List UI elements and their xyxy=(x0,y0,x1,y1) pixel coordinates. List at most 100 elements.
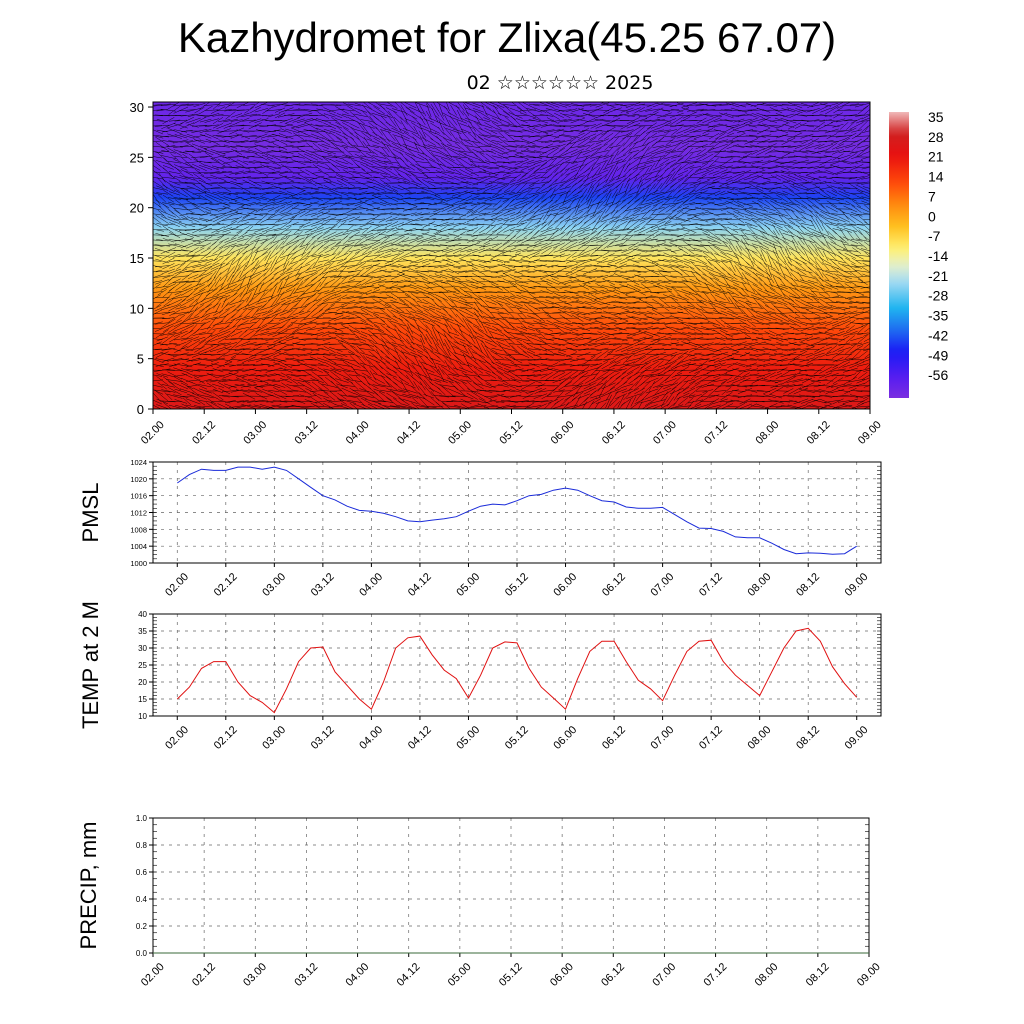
x-tick-label: 07.00 xyxy=(651,419,679,447)
y-tick-label: 1000 xyxy=(130,559,147,568)
pmsl-panel: 1000 1004 1008 1012 1016 1020 1024 02.00 02.12 03… xyxy=(78,458,882,599)
x-tick-label: 08.12 xyxy=(794,724,822,752)
x-tick-label: 03.00 xyxy=(241,419,269,447)
chart-title: Kazhydromet for Zlixa(45.25 67.07) xyxy=(177,14,837,61)
x-tick-label: 05.00 xyxy=(446,961,474,989)
x-tick-label: 03.12 xyxy=(309,571,337,599)
x-tick-label: 08.12 xyxy=(794,571,822,599)
x-tick-label: 04.00 xyxy=(357,571,385,599)
colorbar-label: -42 xyxy=(928,327,948,343)
x-tick-label: 08.12 xyxy=(805,419,833,447)
colorbar-label: 0 xyxy=(928,208,936,224)
x-tick-label: 04.00 xyxy=(343,961,371,989)
x-tick-label: 04.12 xyxy=(395,961,423,989)
x-tick-label: 02.00 xyxy=(163,571,191,599)
x-tick-label: 08.00 xyxy=(753,961,781,989)
x-tick-label: 06.00 xyxy=(551,724,579,752)
x-tick-label: 04.12 xyxy=(406,724,434,752)
x-tick-label: 03.12 xyxy=(293,419,321,447)
pmsl-series-line xyxy=(177,466,857,555)
x-tick-label: 05.12 xyxy=(503,724,531,752)
y-tick-label: 1.0 xyxy=(136,814,148,823)
colorbar-label: -35 xyxy=(928,308,948,324)
x-tick-label: 07.12 xyxy=(697,724,725,752)
x-tick-label: 02.00 xyxy=(139,419,167,447)
y-tick-label: 0.4 xyxy=(136,895,148,904)
y-tick-label: 25 xyxy=(138,661,147,670)
x-tick-label: 05.12 xyxy=(503,571,531,599)
x-tick-label: 06.12 xyxy=(599,961,627,989)
colorbar-label: 35 xyxy=(928,109,944,125)
x-tick-label: 06.12 xyxy=(600,571,628,599)
y-tick-label: 20 xyxy=(130,201,144,216)
x-tick-label: 02.12 xyxy=(190,419,218,447)
chart-subtitle: 02 ☆☆☆☆☆☆ 2025 xyxy=(466,72,654,94)
wind-vectors xyxy=(153,102,870,409)
y-tick-label: 5 xyxy=(137,352,144,367)
y-tick-label: 10 xyxy=(138,712,147,721)
y-tick-label: 0.2 xyxy=(136,922,148,931)
x-tick-label: 03.12 xyxy=(292,961,320,989)
x-tick-label: 02.12 xyxy=(190,961,218,989)
y-tick-label: 1024 xyxy=(130,458,147,467)
y-tick-label: 0.8 xyxy=(136,841,148,850)
x-tick-label: 08.00 xyxy=(746,571,774,599)
x-tick-label: 05.12 xyxy=(497,961,525,989)
y-tick-label: 1016 xyxy=(130,492,147,501)
y-tick-label: 15 xyxy=(138,695,147,704)
x-tick-label: 09.00 xyxy=(855,961,883,989)
y-tick-label: 10 xyxy=(130,301,144,316)
y-tick-label: 0.0 xyxy=(136,949,148,958)
colorbar-label: -21 xyxy=(928,268,948,284)
colorbar-label: -56 xyxy=(928,367,948,383)
y-tick-label: 15 xyxy=(130,251,144,266)
precip-panel: 0.0 0.2 0.4 0.6 0.8 1.0 02.00 02.12 03.00 03.12 04… xyxy=(76,814,883,989)
colorbar-label: -7 xyxy=(928,228,941,244)
x-tick-label: 06.00 xyxy=(548,961,576,989)
y-tick-label: 1020 xyxy=(130,475,147,484)
y-tick-label: 40 xyxy=(138,610,147,619)
x-tick-label: 07.00 xyxy=(650,961,678,989)
x-tick-label: 07.00 xyxy=(649,724,677,752)
x-tick-label: 06.00 xyxy=(551,571,579,599)
x-tick-label: 09.00 xyxy=(856,419,884,447)
x-tick-label: 02.00 xyxy=(139,961,167,989)
x-tick-label: 03.12 xyxy=(309,724,337,752)
y-tick-label: 0 xyxy=(137,402,144,417)
x-tick-label: 04.00 xyxy=(357,724,385,752)
x-tick-label: 03.00 xyxy=(260,571,288,599)
colorbar-label: -14 xyxy=(928,248,948,264)
x-tick-label: 07.12 xyxy=(697,571,725,599)
colorbar-label: 14 xyxy=(928,169,944,185)
y-tick-label: 1004 xyxy=(130,542,147,551)
x-tick-label: 07.12 xyxy=(701,961,729,989)
y-tick-label: 30 xyxy=(138,644,147,653)
x-tick-label: 04.12 xyxy=(406,571,434,599)
y-tick-label: 35 xyxy=(138,627,147,636)
x-tick-label: 09.00 xyxy=(843,724,871,752)
colorbar-label: -49 xyxy=(928,347,948,363)
x-tick-label: 05.00 xyxy=(446,419,474,447)
y-axis-label: PRECIP, mm xyxy=(76,822,101,950)
temp-series-line xyxy=(176,627,858,714)
x-tick-label: 08.00 xyxy=(746,724,774,752)
y-tick-label: 1008 xyxy=(130,525,147,534)
cross-section-panel: 0 5 10 15 20 25 30 02.00 02.12 03.00 03.12 04.00 04.… xyxy=(130,100,884,447)
y-tick-label: 30 xyxy=(130,100,144,115)
x-tick-label: 02.12 xyxy=(212,571,240,599)
x-tick-label: 06.00 xyxy=(549,419,577,447)
x-tick-label: 08.12 xyxy=(804,961,832,989)
y-axis-label: TEMP at 2 M xyxy=(78,601,103,729)
x-tick-label: 07.12 xyxy=(702,419,730,447)
x-tick-label: 07.00 xyxy=(649,571,677,599)
x-tick-label: 08.00 xyxy=(753,419,781,447)
colorbar-gradient-bar xyxy=(889,112,909,398)
x-tick-label: 04.12 xyxy=(395,419,423,447)
x-tick-label: 02.12 xyxy=(212,724,240,752)
x-tick-label: 05.12 xyxy=(497,419,525,447)
y-tick-label: 0.6 xyxy=(136,868,148,877)
y-tick-label: 20 xyxy=(138,678,147,687)
colorbar-label: 21 xyxy=(928,149,944,165)
y-axis-label: PMSL xyxy=(78,483,103,543)
